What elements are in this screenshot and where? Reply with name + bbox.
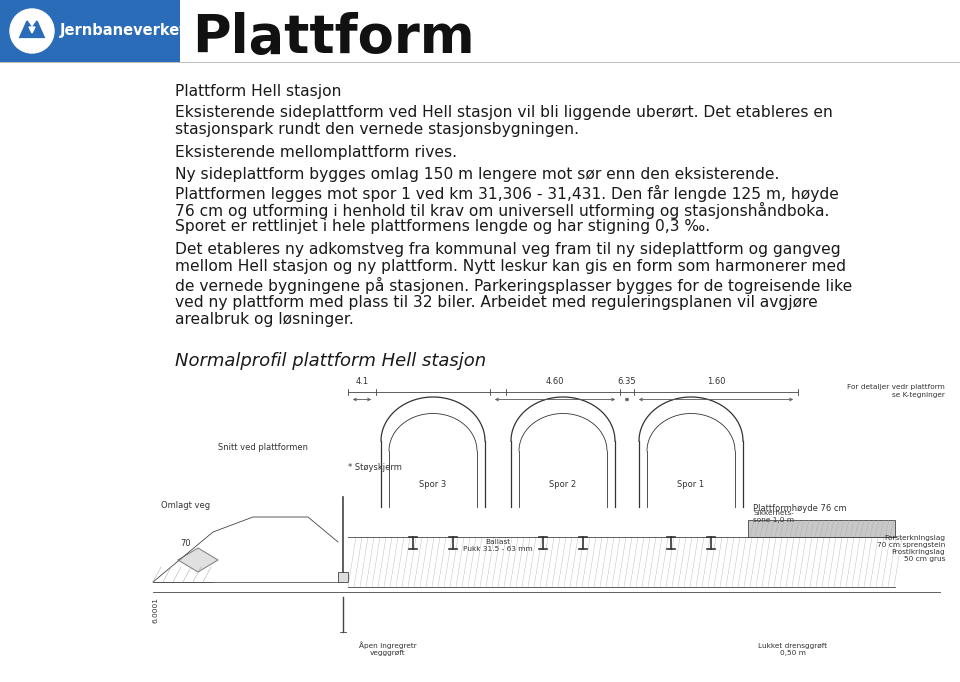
- Text: 70: 70: [180, 539, 191, 548]
- Text: Spor 1: Spor 1: [678, 480, 705, 489]
- Text: mellom Hell stasjon og ny plattform. Nytt leskur kan gis en form som harmonerer : mellom Hell stasjon og ny plattform. Nyt…: [175, 259, 846, 274]
- FancyBboxPatch shape: [338, 572, 348, 582]
- Text: de vernede bygningene på stasjonen. Parkeringsplasser bygges for de togreisende : de vernede bygningene på stasjonen. Park…: [175, 277, 852, 294]
- Text: 6.0001: 6.0001: [153, 597, 159, 623]
- Text: 4.60: 4.60: [545, 376, 564, 385]
- Polygon shape: [29, 27, 35, 33]
- Text: 1.60: 1.60: [707, 376, 725, 385]
- Text: Eksisterende sideplattform ved Hell stasjon vil bli liggende uberørt. Det etable: Eksisterende sideplattform ved Hell stas…: [175, 104, 833, 119]
- Text: 4.1: 4.1: [355, 376, 369, 385]
- Text: Normalprofil plattform Hell stasjon: Normalprofil plattform Hell stasjon: [175, 351, 486, 370]
- Text: Spor 3: Spor 3: [420, 480, 446, 489]
- Text: Plattformen legges mot spor 1 ved km 31,306 - 31,431. Den får lengde 125 m, høyd: Plattformen legges mot spor 1 ved km 31,…: [175, 185, 839, 201]
- Text: arealbruk og løsninger.: arealbruk og løsninger.: [175, 312, 353, 327]
- Text: 6.35: 6.35: [617, 376, 636, 385]
- Text: Lukket drensggrøft
0,50 m: Lukket drensggrøft 0,50 m: [758, 643, 828, 656]
- Text: Spor 2: Spor 2: [549, 480, 577, 489]
- Text: Sporet er rettlinjet i hele plattformens lengde og har stigning 0,3 ‰.: Sporet er rettlinjet i hele plattformens…: [175, 220, 710, 235]
- Text: * Støyskjerm: * Støyskjerm: [348, 463, 402, 472]
- Text: ved ny plattform med plass til 32 biler. Arbeidet med reguleringsplanen vil avgj: ved ny plattform med plass til 32 biler.…: [175, 295, 818, 310]
- Text: Ny sideplattform bygges omlag 150 m lengere mot sør enn den eksisterende.: Ny sideplattform bygges omlag 150 m leng…: [175, 167, 780, 182]
- FancyBboxPatch shape: [0, 0, 175, 62]
- Text: Forsterkningslag
70 cm sprengstein
Frostikringslag
50 cm grus: Forsterkningslag 70 cm sprengstein Frost…: [876, 535, 945, 562]
- FancyBboxPatch shape: [175, 0, 180, 62]
- Text: Sikkerhets-
sone 1,0 m: Sikkerhets- sone 1,0 m: [753, 510, 794, 523]
- Text: Ballast
Pukk 31.5 - 63 mm: Ballast Pukk 31.5 - 63 mm: [463, 539, 533, 552]
- Text: For detaljer vedr plattform
se K-tegninger: For detaljer vedr plattform se K-tegning…: [847, 385, 945, 398]
- Text: Plattformhøyde 76 cm: Plattformhøyde 76 cm: [753, 504, 847, 513]
- Text: Eksisterende mellomplattform rives.: Eksisterende mellomplattform rives.: [175, 145, 457, 160]
- Polygon shape: [19, 21, 45, 39]
- Polygon shape: [178, 548, 218, 572]
- Text: Det etableres ny adkomstveg fra kommunal veg fram til ny sideplattform og gangve: Det etableres ny adkomstveg fra kommunal…: [175, 242, 841, 257]
- Text: Plattform Hell stasjon: Plattform Hell stasjon: [175, 84, 342, 99]
- Text: Plattform: Plattform: [192, 12, 474, 64]
- Circle shape: [10, 9, 54, 53]
- Text: Jernbaneverket: Jernbaneverket: [60, 23, 187, 38]
- Text: Snitt ved plattformen: Snitt ved plattformen: [218, 443, 308, 452]
- Text: stasjonspark rundt den vernede stasjonsbygningen.: stasjonspark rundt den vernede stasjonsb…: [175, 122, 579, 137]
- Text: Åpen lngregretr
vegggrøft: Åpen lngregretr vegggrøft: [359, 641, 417, 656]
- Text: 76 cm og utforming i henhold til krav om universell utforming og stasjonshåndbok: 76 cm og utforming i henhold til krav om…: [175, 202, 829, 219]
- Text: Omlagt veg: Omlagt veg: [161, 501, 210, 510]
- FancyBboxPatch shape: [748, 520, 895, 537]
